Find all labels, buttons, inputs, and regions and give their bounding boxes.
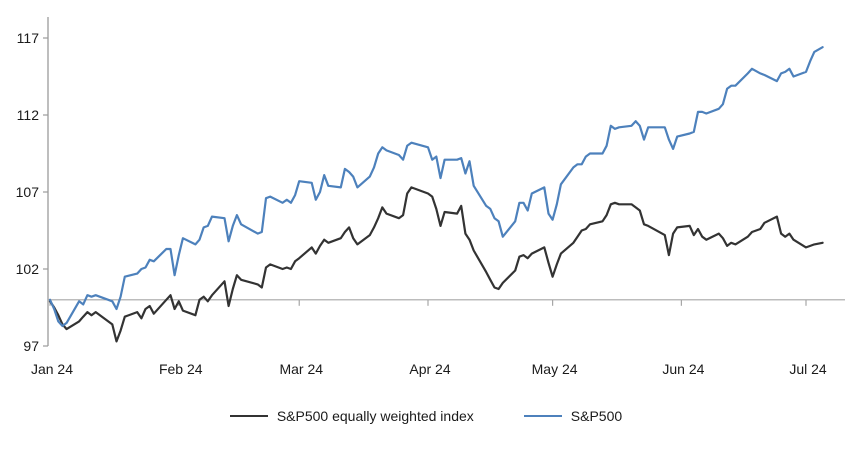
legend-swatch-sp500-line — [523, 415, 562, 417]
y-tick-label: 102 — [16, 261, 40, 277]
legend-swatch-equal-weight-line — [229, 415, 268, 417]
x-tick-label: Apr 24 — [409, 361, 450, 377]
x-tick-label: Jun 24 — [662, 361, 704, 377]
legend-label-sp500: S&P500 — [570, 408, 623, 424]
series-line-sp500 — [48, 46, 824, 328]
legend: S&P500 equally weighted index S&P500 — [0, 408, 852, 424]
legend-item-sp500: S&P500 — [523, 408, 623, 424]
y-tick-label: 97 — [23, 338, 39, 354]
x-tick-label: May 24 — [532, 361, 578, 377]
x-tick-label: Mar 24 — [279, 361, 323, 377]
series-line-equal-weight — [48, 186, 824, 343]
y-tick-label: 107 — [16, 184, 40, 200]
x-tick-label: Feb 24 — [159, 361, 203, 377]
legend-item-equal-weight: S&P500 equally weighted index — [229, 408, 474, 424]
x-tick-label: Jan 24 — [31, 361, 73, 377]
legend-label-equal-weight: S&P500 equally weighted index — [276, 408, 474, 424]
x-tick-label: Jul 24 — [789, 361, 827, 377]
y-tick-label: 112 — [17, 107, 40, 123]
y-tick-label: 117 — [17, 30, 40, 46]
